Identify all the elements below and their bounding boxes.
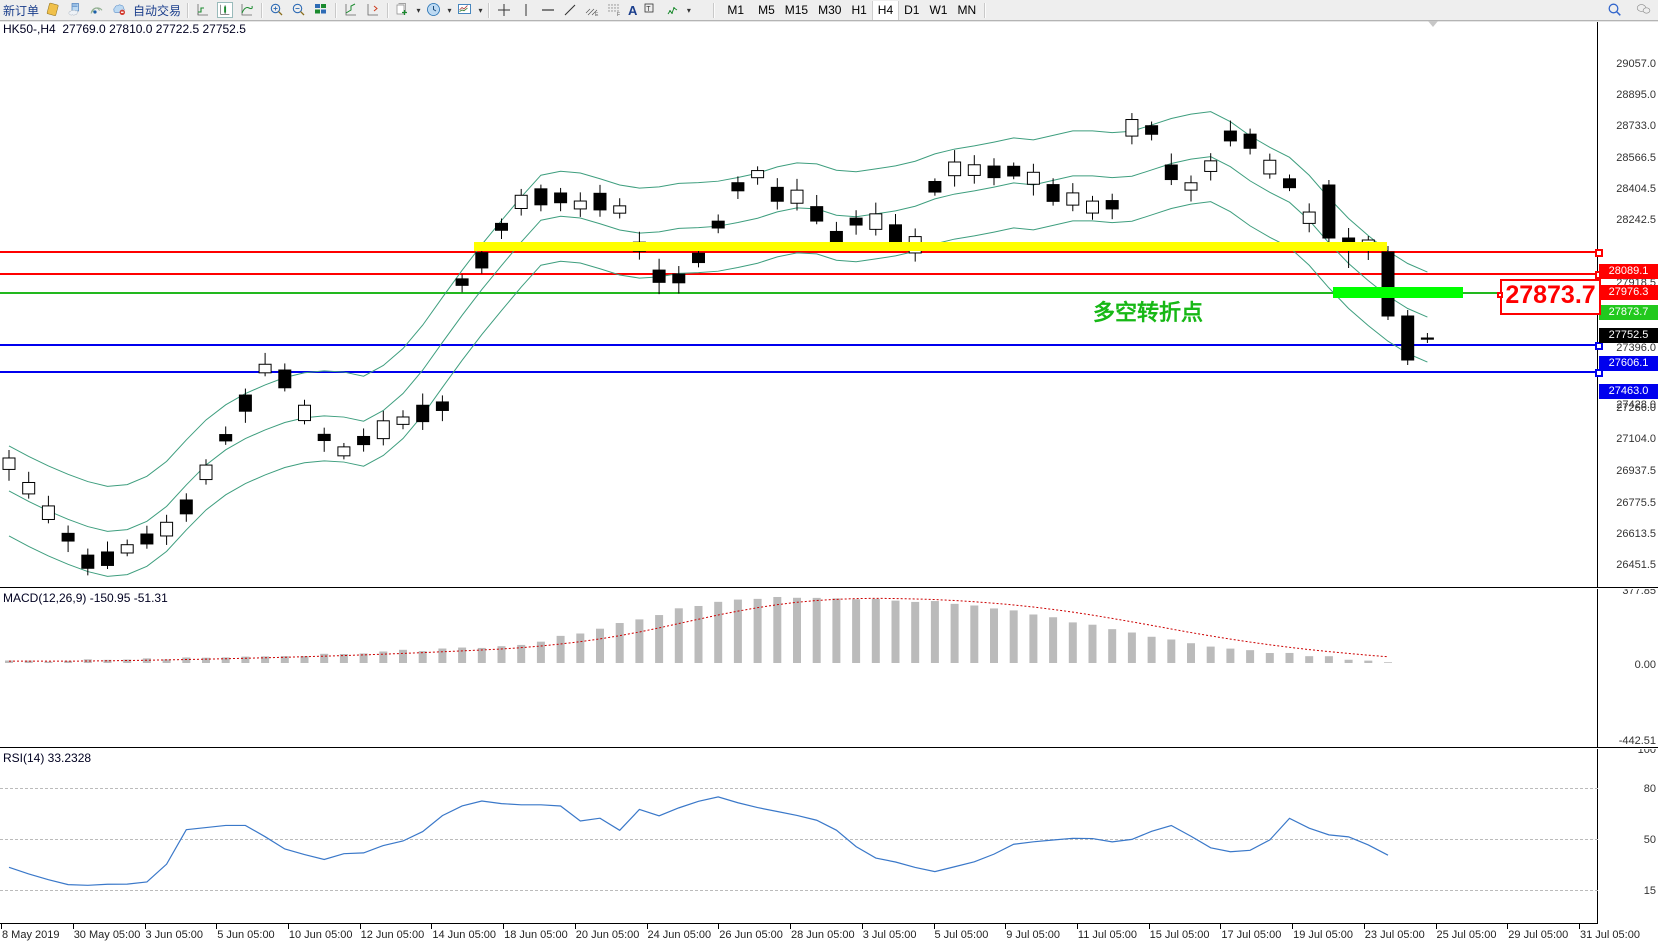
svg-text:E: E — [595, 12, 599, 18]
svg-text:F: F — [617, 12, 620, 18]
svg-text:T: T — [647, 6, 652, 13]
